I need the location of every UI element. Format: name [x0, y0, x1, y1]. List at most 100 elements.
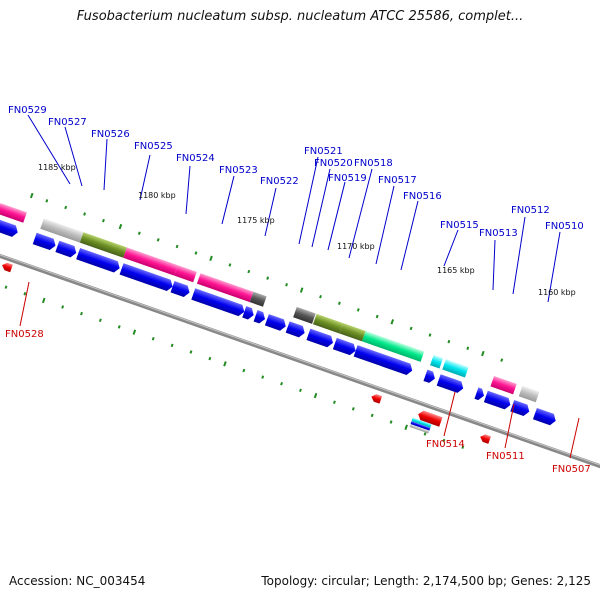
- tick-mark: [447, 339, 451, 344]
- label-leader-line: [443, 229, 459, 267]
- tick-mark: [209, 255, 213, 262]
- feature-block: [518, 385, 540, 403]
- lower-tick-row: [4, 285, 465, 449]
- cds-arrow-reverse: [480, 434, 491, 444]
- gene-label-reverse: FN0514: [426, 439, 465, 450]
- tick-mark: [223, 361, 227, 367]
- feature-color-row: [0, 203, 540, 403]
- cds-arrow: [483, 390, 511, 410]
- tick-mark: [4, 285, 8, 289]
- tick-mark: [370, 413, 374, 418]
- cds-arrow: [264, 314, 286, 331]
- map-rotated-group: [0, 192, 600, 478]
- label-leader-line: [569, 417, 580, 459]
- cds-arrow: [510, 400, 530, 416]
- feature-block: [174, 265, 197, 283]
- gene-label-forward: FN0513: [479, 228, 518, 239]
- label-leader-line: [185, 165, 191, 215]
- tick-mark: [351, 407, 355, 411]
- gene-label-forward: FN0524: [176, 153, 215, 164]
- cds-block-reverse: [409, 424, 430, 434]
- feature-block: [196, 273, 254, 303]
- label-leader-line: [64, 126, 83, 187]
- tick-mark: [170, 343, 174, 348]
- tick-mark: [266, 276, 270, 280]
- label-leader-line: [27, 114, 71, 185]
- tick-mark: [332, 400, 336, 404]
- kbp-labels: 1185 kbp 1180 kbp 1175 kbp 1170 kbp 1165…: [38, 163, 576, 297]
- tick-mark: [404, 424, 408, 431]
- accession-label: Accession: NC_003454: [9, 574, 146, 588]
- tick-mark: [175, 244, 179, 249]
- cds-arrow-reverse: [371, 394, 383, 404]
- tick-mark: [313, 392, 318, 399]
- tick-mark: [466, 346, 470, 350]
- tick-mark: [390, 319, 395, 325]
- tick-mark: [194, 251, 198, 255]
- gene-label-forward: FN0515: [440, 220, 479, 231]
- tick-mark: [319, 294, 322, 299]
- tick-mark: [285, 283, 288, 287]
- label-leader-line: [327, 181, 346, 251]
- tick-mark: [98, 318, 102, 322]
- reverse-gene-labels: FN0528 FN0514 FN0511 FN0507: [5, 281, 591, 475]
- tick-mark: [247, 269, 251, 274]
- tick-mark: [299, 388, 302, 393]
- feature-block: [123, 247, 178, 276]
- tick-mark: [29, 192, 34, 199]
- feature-block: [362, 331, 425, 362]
- label-leader-line: [547, 231, 561, 303]
- kbp-label: 1165 kbp: [437, 266, 475, 275]
- gene-label-forward: FN0523: [219, 165, 258, 176]
- cds-arrow: [436, 374, 464, 393]
- tick-mark: [80, 311, 83, 316]
- tick-mark: [117, 325, 121, 329]
- gene-label-forward: FN0526: [91, 129, 130, 140]
- map-title: Fusobacterium nucleatum subsp. nucleatum…: [76, 9, 524, 24]
- gene-label-forward: FN0517: [378, 175, 417, 186]
- feature-block: [0, 203, 27, 223]
- label-leader-line: [375, 185, 395, 265]
- gene-label-forward: FN0525: [134, 141, 173, 152]
- tick-mark: [208, 356, 212, 361]
- tick-mark: [375, 314, 379, 319]
- gene-label-forward: FN0512: [511, 205, 550, 216]
- tick-mark: [337, 301, 341, 306]
- label-leader-line: [264, 187, 277, 237]
- cds-arrow: [76, 247, 120, 273]
- gene-label-forward: FN0529: [8, 105, 47, 116]
- gene-label-reverse: FN0511: [486, 451, 525, 462]
- cds-arrow: [242, 306, 254, 320]
- gene-label-forward: FN0527: [48, 117, 87, 128]
- tick-mark: [151, 337, 155, 341]
- label-leader-line: [311, 168, 331, 248]
- label-leader-line: [400, 200, 419, 271]
- feature-block: [79, 232, 127, 258]
- forward-gene-labels: FN0529 FN0527 FN0526 FN0525 FN0524 FN052…: [8, 105, 584, 303]
- summary-label: Topology: circular; Length: 2,174,500 bp…: [261, 574, 591, 588]
- label-leader-line: [19, 281, 30, 327]
- genome-backbone: [0, 229, 600, 478]
- feature-block: [293, 306, 316, 324]
- label-leader-line: [298, 156, 319, 245]
- reverse-cds-row: [2, 262, 491, 444]
- label-leader-line: [492, 239, 496, 291]
- tick-mark: [389, 420, 393, 424]
- cds-arrow: [32, 232, 56, 251]
- genome-backbone-highlight: [0, 229, 600, 476]
- kbp-label: 1175 kbp: [237, 216, 275, 225]
- feature-block: [249, 291, 267, 307]
- tick-mark: [356, 308, 360, 312]
- feature-block: [40, 218, 84, 243]
- label-leader-line: [512, 216, 526, 295]
- tick-mark: [118, 223, 123, 230]
- tick-mark: [423, 432, 427, 436]
- label-leader-line: [504, 403, 515, 449]
- tick-mark: [189, 350, 193, 354]
- cds-block-reverse: [410, 421, 431, 431]
- tick-mark: [280, 381, 284, 386]
- tick-mark: [299, 287, 304, 293]
- cds-arrow: [423, 369, 435, 383]
